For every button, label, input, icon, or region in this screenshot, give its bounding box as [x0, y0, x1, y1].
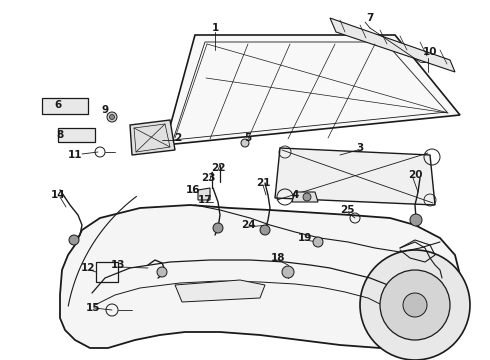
Text: 25: 25 [340, 205, 354, 215]
Text: 21: 21 [256, 178, 270, 188]
Circle shape [69, 235, 79, 245]
Circle shape [410, 214, 422, 226]
Circle shape [360, 250, 470, 360]
Polygon shape [42, 98, 88, 114]
Polygon shape [58, 128, 95, 142]
Polygon shape [330, 18, 455, 72]
Text: 8: 8 [56, 130, 64, 140]
Circle shape [303, 193, 311, 201]
Text: 3: 3 [356, 143, 364, 153]
Circle shape [380, 270, 450, 340]
Circle shape [403, 293, 427, 317]
Circle shape [260, 225, 270, 235]
Text: 15: 15 [86, 303, 100, 313]
Text: 7: 7 [367, 13, 374, 23]
Text: 5: 5 [245, 133, 252, 143]
Text: 23: 23 [201, 173, 215, 183]
Text: 24: 24 [241, 220, 255, 230]
Circle shape [282, 266, 294, 278]
Text: 12: 12 [81, 263, 95, 273]
Text: 9: 9 [101, 105, 109, 115]
Polygon shape [175, 280, 265, 302]
Text: 6: 6 [54, 100, 62, 110]
Text: 20: 20 [408, 170, 422, 180]
Circle shape [157, 267, 167, 277]
Polygon shape [130, 120, 175, 155]
Circle shape [109, 114, 115, 120]
Text: 2: 2 [174, 133, 182, 143]
Circle shape [213, 223, 223, 233]
Circle shape [313, 237, 323, 247]
Polygon shape [165, 35, 460, 145]
Text: 14: 14 [50, 190, 65, 200]
Text: 4: 4 [292, 190, 299, 200]
Circle shape [241, 139, 249, 147]
Text: 13: 13 [111, 260, 125, 270]
Text: 18: 18 [271, 253, 285, 263]
Text: 10: 10 [423, 47, 437, 57]
Polygon shape [198, 188, 210, 200]
Text: 19: 19 [298, 233, 312, 243]
Polygon shape [60, 205, 460, 348]
Polygon shape [275, 148, 435, 205]
Text: 16: 16 [186, 185, 200, 195]
Text: 1: 1 [211, 23, 219, 33]
Text: 11: 11 [68, 150, 82, 160]
Text: 22: 22 [211, 163, 225, 173]
Polygon shape [292, 192, 318, 202]
Text: 17: 17 [197, 195, 212, 205]
Circle shape [107, 112, 117, 122]
